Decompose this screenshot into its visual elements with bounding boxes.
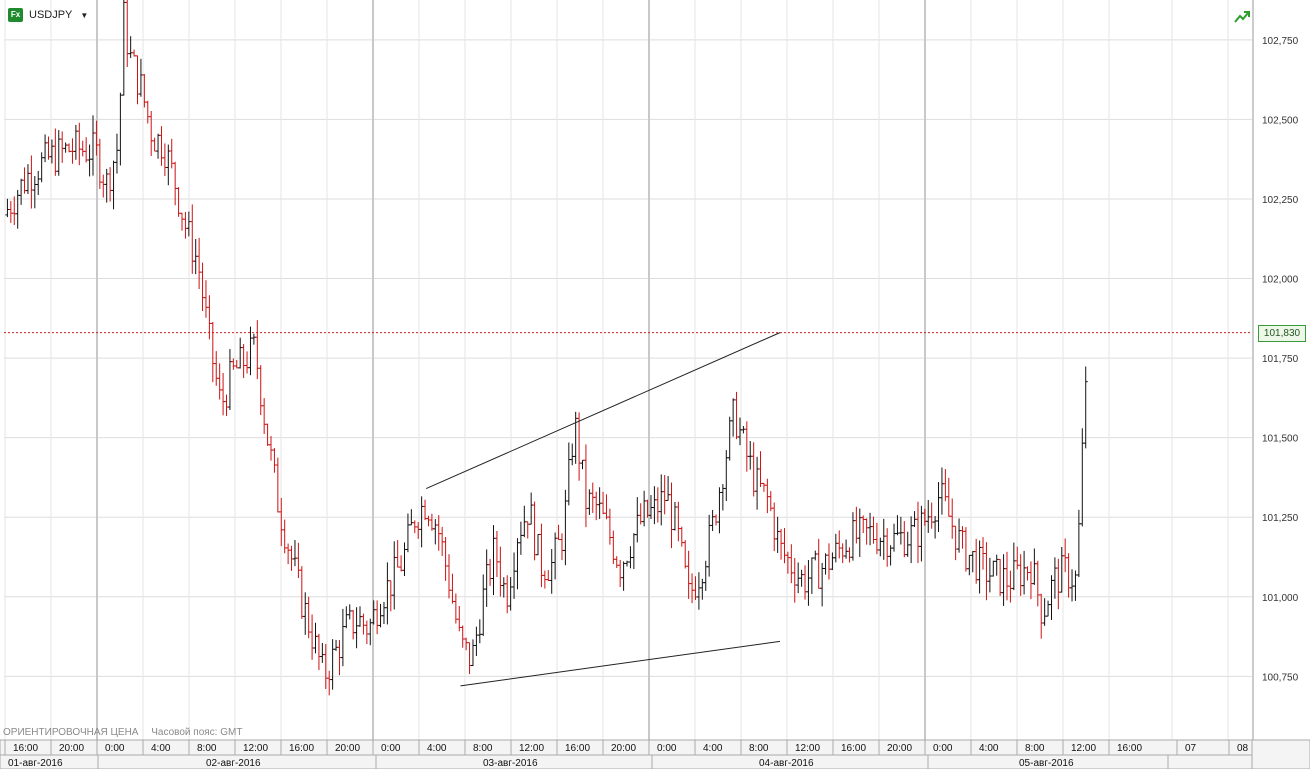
time-tick-label: 20:00 xyxy=(887,743,912,754)
time-tick-label: 12:00 xyxy=(243,743,268,754)
time-tick-label: 16:00 xyxy=(565,743,590,754)
trendline xyxy=(460,640,780,687)
current-price-tag: 101,830 xyxy=(1258,324,1306,342)
time-tick-label: 16:00 xyxy=(841,743,866,754)
time-tick-label: 4:00 xyxy=(979,743,999,754)
axis-corner xyxy=(1251,739,1310,769)
time-tick-label: 16:00 xyxy=(1117,743,1142,754)
time-tick-label: 12:00 xyxy=(519,743,544,754)
time-tick-label: 0:00 xyxy=(657,743,677,754)
fx-icon: Fx xyxy=(8,8,23,22)
time-tick-label: 0:00 xyxy=(933,743,953,754)
time-tick-label: 8:00 xyxy=(197,743,217,754)
time-tick-label: 12:00 xyxy=(795,743,820,754)
chevron-down-icon[interactable]: ▼ xyxy=(80,10,89,20)
y-tick-label: 101,750 xyxy=(1262,354,1299,365)
time-tick-label: 12:00 xyxy=(1071,743,1096,754)
time-tick-label: 4:00 xyxy=(703,743,723,754)
date-label: 05-авг-2016 xyxy=(1019,758,1074,769)
time-tick-label: 20:00 xyxy=(335,743,360,754)
time-tick-label: 8:00 xyxy=(473,743,493,754)
time-tick-label: 0:00 xyxy=(105,743,125,754)
y-tick-label: 101,500 xyxy=(1262,434,1299,445)
trendline xyxy=(425,332,781,490)
y-tick-label: 102,750 xyxy=(1262,36,1299,47)
time-tick-label: 07 xyxy=(1185,743,1197,754)
price-mode-label: ОРИЕНТИРОВОЧНАЯ ЦЕНА xyxy=(3,727,139,738)
trend-up-icon[interactable] xyxy=(1234,10,1250,24)
time-tick-label: 4:00 xyxy=(427,743,447,754)
y-tick-label: 102,500 xyxy=(1262,115,1299,126)
date-label: 04-авг-2016 xyxy=(759,758,814,769)
time-tick-label: 0:00 xyxy=(381,743,401,754)
date-label: 01-авг-2016 xyxy=(8,758,63,769)
timezone-label: Часовой пояс: GMT xyxy=(151,727,243,738)
time-tick-label: 4:00 xyxy=(151,743,171,754)
time-tick-label: 20:00 xyxy=(611,743,636,754)
time-tick-label: 16:00 xyxy=(13,743,38,754)
y-tick-label: 102,250 xyxy=(1262,195,1299,206)
time-tick-label: 20:00 xyxy=(59,743,84,754)
symbol-selector[interactable]: Fx USDJPY ▼ xyxy=(8,8,88,22)
date-label: 03-авг-2016 xyxy=(483,758,538,769)
time-tick-label: 8:00 xyxy=(749,743,769,754)
y-tick-label: 102,000 xyxy=(1262,275,1299,286)
y-tick-label: 101,000 xyxy=(1262,593,1299,604)
time-tick-label: 16:00 xyxy=(289,743,314,754)
y-tick-label: 100,750 xyxy=(1262,672,1299,683)
footer-note: ОРИЕНТИРОВОЧНАЯ ЦЕНА Часовой пояс: GMT xyxy=(3,727,252,738)
time-tick-label: 8:00 xyxy=(1025,743,1045,754)
symbol-label: USDJPY xyxy=(29,9,73,21)
date-label: 02-авг-2016 xyxy=(206,758,261,769)
time-tick-label: 08 xyxy=(1237,743,1249,754)
y-tick-label: 101,250 xyxy=(1262,513,1299,524)
